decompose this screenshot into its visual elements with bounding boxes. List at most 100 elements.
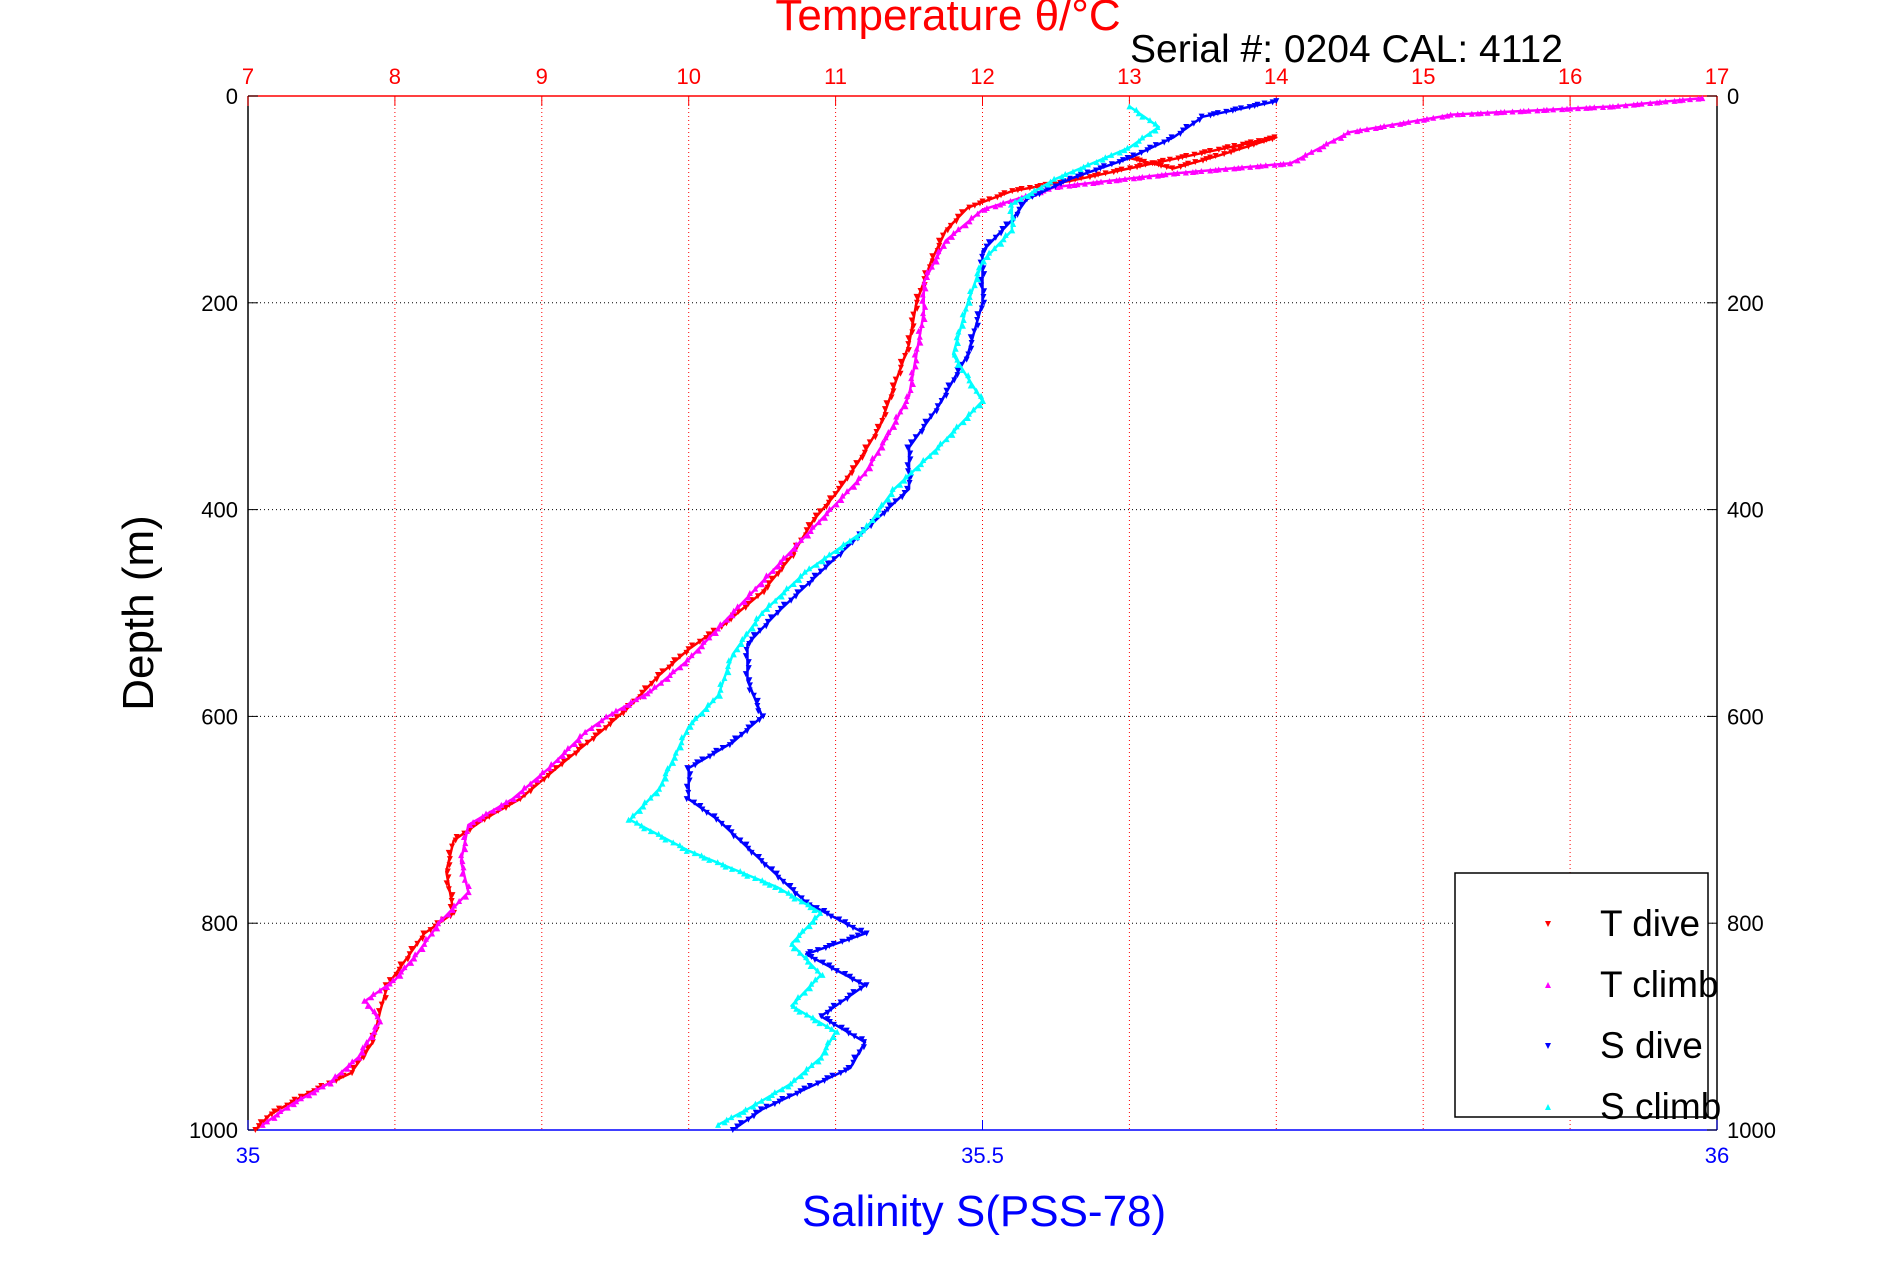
data-point xyxy=(816,1020,823,1027)
data-point xyxy=(590,736,597,743)
data-point xyxy=(840,541,847,548)
data-point xyxy=(823,564,830,571)
legend-label: S dive xyxy=(1600,1025,1703,1066)
data-point xyxy=(822,945,829,952)
data-point xyxy=(919,291,926,298)
data-point xyxy=(1497,109,1504,116)
data-point xyxy=(766,1094,773,1101)
data-point xyxy=(483,810,490,817)
data-point xyxy=(737,868,744,875)
data-point xyxy=(838,1024,845,1031)
data-point xyxy=(749,720,756,727)
data-point xyxy=(1320,143,1327,150)
data-point xyxy=(397,961,404,968)
data-point xyxy=(259,1121,266,1128)
data-point xyxy=(794,589,801,596)
data-point xyxy=(676,653,683,660)
data-point xyxy=(602,725,609,732)
data-point xyxy=(734,646,741,653)
data-point xyxy=(812,976,819,983)
data-point xyxy=(1168,134,1175,141)
data-point xyxy=(1372,125,1379,132)
temperature-tick-label: 7 xyxy=(242,64,254,89)
data-point xyxy=(1034,183,1041,190)
data-point xyxy=(1047,178,1054,185)
data-point xyxy=(908,369,915,376)
data-point xyxy=(826,495,833,502)
data-point xyxy=(965,372,972,379)
data-point xyxy=(1084,169,1091,176)
data-point xyxy=(1215,146,1222,153)
data-point xyxy=(822,1049,829,1056)
data-point xyxy=(944,227,951,234)
data-point xyxy=(846,537,853,544)
data-point xyxy=(839,492,846,499)
depth-tick-label-right: 600 xyxy=(1727,704,1764,729)
temperature-tick-label: 8 xyxy=(389,64,401,89)
data-point xyxy=(327,1080,334,1087)
data-point xyxy=(729,612,736,619)
data-point xyxy=(725,669,732,676)
data-point xyxy=(809,576,816,583)
data-point xyxy=(750,1113,757,1120)
data-point xyxy=(885,496,892,503)
data-point xyxy=(792,891,799,898)
data-point xyxy=(984,254,991,261)
data-point xyxy=(908,375,915,382)
data-point xyxy=(806,581,813,588)
data-point xyxy=(672,754,679,761)
data-point xyxy=(954,361,961,368)
data-point xyxy=(1102,154,1109,161)
data-point xyxy=(420,930,427,937)
data-point xyxy=(1161,139,1168,146)
data-point xyxy=(412,951,419,958)
data-point xyxy=(817,909,824,916)
data-point xyxy=(1102,170,1109,177)
salinity-tick-labels: 35 35.5 36 xyxy=(236,1120,1729,1168)
data-point xyxy=(695,647,702,654)
data-point xyxy=(658,679,665,686)
data-point xyxy=(1344,129,1351,136)
data-point xyxy=(595,721,602,728)
data-point xyxy=(534,776,541,783)
data-point xyxy=(633,819,640,826)
data-point xyxy=(255,1123,262,1130)
data-point xyxy=(445,849,452,856)
data-point xyxy=(803,527,810,534)
data-point xyxy=(922,285,929,292)
data-point xyxy=(434,925,441,932)
data-point xyxy=(1244,140,1251,147)
data-point xyxy=(759,877,766,884)
data-point xyxy=(905,341,912,348)
data-point xyxy=(1017,201,1024,208)
legend-marker xyxy=(1545,1104,1551,1110)
data-point xyxy=(662,836,669,843)
data-point xyxy=(1207,167,1214,174)
data-point xyxy=(866,439,873,446)
data-point xyxy=(1090,179,1097,186)
data-point xyxy=(791,1076,798,1083)
data-point xyxy=(1517,108,1524,115)
data-point xyxy=(1634,101,1641,108)
data-point xyxy=(444,868,451,875)
data-point xyxy=(349,1070,356,1077)
data-point xyxy=(625,701,632,708)
data-point xyxy=(966,299,973,306)
data-point xyxy=(729,865,736,872)
data-point xyxy=(819,971,826,978)
data-point xyxy=(1550,106,1557,113)
data-point xyxy=(696,638,703,645)
data-point xyxy=(813,561,820,568)
legend-marker xyxy=(1545,982,1551,988)
data-point xyxy=(759,581,766,588)
data-point xyxy=(936,242,943,249)
data-point xyxy=(1586,104,1593,111)
data-point xyxy=(851,1054,858,1061)
data-point xyxy=(839,938,846,945)
data-point xyxy=(372,1023,379,1030)
data-point xyxy=(503,798,510,805)
data-point xyxy=(1074,173,1081,180)
data-point xyxy=(761,589,768,596)
data-point xyxy=(577,732,584,739)
data-point xyxy=(1119,157,1126,164)
